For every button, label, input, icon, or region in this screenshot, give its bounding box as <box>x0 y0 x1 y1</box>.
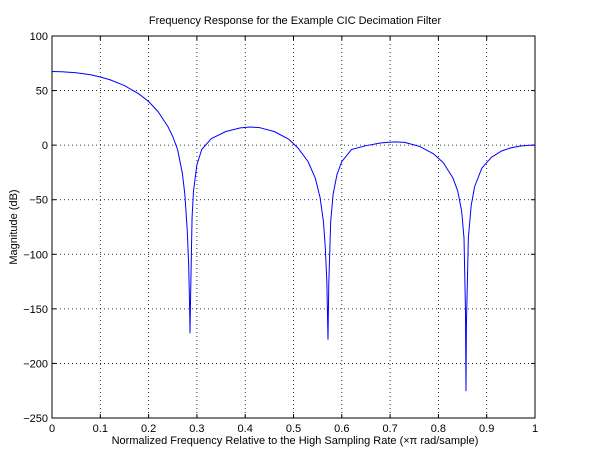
y-axis-label: Magnitude (dB) <box>8 189 20 264</box>
y-tick-label: −250 <box>23 413 48 425</box>
y-tick-label: −50 <box>29 195 48 207</box>
x-tick-label: 0.2 <box>141 423 156 435</box>
x-axis-label: Normalized Frequency Relative to the Hig… <box>112 435 479 447</box>
y-tick-label: −150 <box>23 304 48 316</box>
x-tick-label: 0.6 <box>334 423 349 435</box>
y-tick-label: 0 <box>42 140 48 152</box>
x-tick-label: 0.8 <box>431 423 446 435</box>
x-tick-label: 0.1 <box>93 423 108 435</box>
x-tick-label: 0.4 <box>238 423 253 435</box>
x-tick-label: 0.3 <box>189 423 204 435</box>
y-tick-label: −100 <box>23 249 48 261</box>
series-line-0 <box>51 70 536 392</box>
series-layer <box>51 70 536 392</box>
ticks-layer: 0 0.1 0.2 0.3 0.4 0.5 0.6 0.7 0.8 0.9 1 −250 −200 −15… <box>23 31 538 435</box>
chart-title: Frequency Response for the Example CIC D… <box>149 15 442 27</box>
x-tick-label: 0.5 <box>286 423 301 435</box>
x-tick-label: 0 <box>49 423 55 435</box>
y-tick-label: 100 <box>30 31 48 43</box>
y-tick-label: −200 <box>23 358 48 370</box>
x-tick-label: 0.9 <box>479 423 494 435</box>
y-tick-label: 50 <box>36 86 48 98</box>
x-tick-label: 1 <box>532 423 538 435</box>
x-tick-label: 0.7 <box>382 423 397 435</box>
